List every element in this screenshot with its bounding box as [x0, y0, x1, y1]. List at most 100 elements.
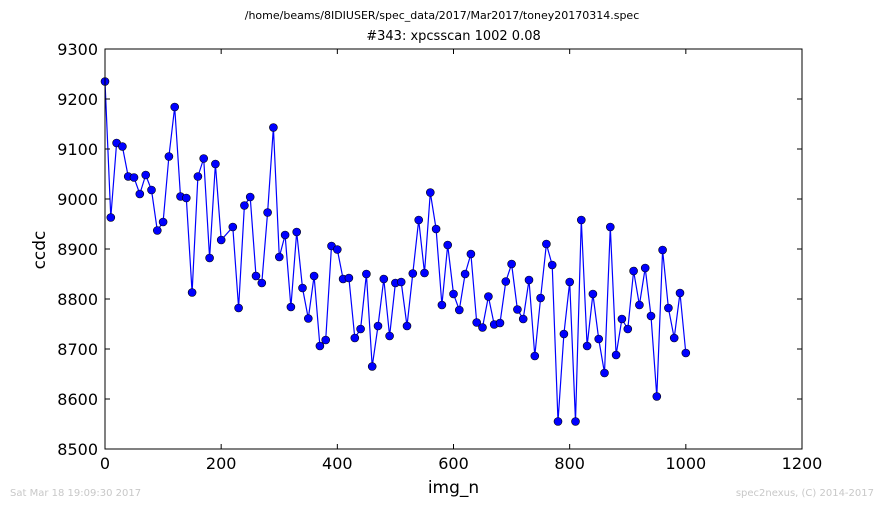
data-point	[211, 159, 220, 169]
data-point	[135, 189, 145, 199]
data-point	[182, 193, 191, 203]
data-point	[257, 278, 267, 288]
data-point	[396, 277, 406, 287]
data-point	[158, 217, 168, 227]
data-point	[263, 208, 272, 217]
data-point	[524, 275, 534, 285]
data-point	[187, 288, 197, 297]
y-tick-label: 9100	[57, 140, 98, 159]
data-point	[408, 269, 418, 278]
data-point	[385, 331, 394, 341]
data-point	[437, 300, 447, 310]
data-point	[571, 417, 580, 426]
data-point	[425, 188, 435, 197]
data-point	[495, 318, 505, 328]
data-point	[350, 333, 360, 343]
data-point	[402, 321, 412, 331]
data-point	[141, 170, 150, 180]
data-point	[576, 215, 586, 225]
data-point	[646, 311, 656, 321]
footer-credit: spec2nexus, (C) 2014-2017	[735, 488, 874, 499]
data-point	[147, 185, 156, 195]
data-point	[245, 192, 255, 202]
data-point	[501, 277, 511, 286]
data-point	[431, 224, 441, 234]
data-point	[379, 274, 389, 284]
data-point	[362, 269, 371, 279]
data-point	[658, 245, 667, 255]
y-tick-label: 9200	[57, 90, 98, 109]
data-point	[542, 239, 551, 249]
data-point	[629, 266, 638, 276]
data-point	[315, 341, 325, 351]
y-tick-label: 8800	[57, 290, 98, 309]
data-point	[367, 362, 377, 371]
data-point	[449, 289, 458, 299]
series-line	[104, 81, 687, 422]
data-point	[292, 227, 302, 237]
data-point	[472, 318, 482, 327]
data-point	[303, 314, 313, 323]
data-point	[344, 273, 354, 283]
data-point	[559, 329, 569, 339]
data-point	[373, 321, 383, 331]
data-point	[251, 271, 261, 281]
data-point	[588, 289, 598, 299]
data-point	[240, 201, 249, 210]
data-series	[100, 77, 691, 426]
data-point	[611, 350, 621, 360]
data-point	[228, 222, 238, 232]
data-point	[553, 417, 563, 426]
data-point	[309, 271, 319, 281]
y-tick-label: 8500	[57, 440, 98, 459]
data-point	[547, 260, 557, 270]
y-tick-label: 8600	[57, 390, 98, 409]
data-point	[298, 283, 307, 293]
data-point	[280, 230, 290, 240]
y-tick-label: 9000	[57, 190, 98, 209]
data-point	[164, 152, 174, 161]
data-point	[332, 245, 342, 254]
data-point	[199, 154, 208, 163]
data-point	[269, 123, 278, 132]
data-point	[170, 102, 179, 112]
data-point	[681, 348, 691, 358]
footer-timestamp: Sat Mar 18 19:09:30 2017	[10, 488, 142, 499]
y-tick-label: 8900	[57, 240, 98, 259]
data-point	[106, 213, 116, 222]
data-point	[536, 293, 545, 303]
x-tick-label: 1200	[782, 454, 823, 473]
tick-labels: 0 200 400 600 800 1000 1200 8500 8600 8700 8800 890…	[57, 40, 822, 473]
data-point	[274, 252, 284, 262]
x-tick-label: 400	[322, 454, 353, 473]
data-point	[530, 351, 540, 361]
data-point	[600, 368, 609, 378]
data-point	[153, 226, 162, 235]
y-tick-label: 9300	[57, 40, 98, 59]
x-tick-label: 0	[100, 454, 110, 473]
data-point	[565, 277, 575, 287]
data-point	[286, 302, 296, 312]
data-point	[460, 269, 470, 279]
data-point	[484, 292, 493, 301]
y-tick-label: 8700	[57, 340, 98, 359]
data-point	[443, 240, 453, 250]
data-point	[617, 314, 627, 324]
data-point	[675, 288, 685, 298]
data-point	[205, 253, 214, 263]
data-point	[420, 268, 429, 278]
x-tick-label: 1000	[665, 454, 706, 473]
data-point	[356, 324, 365, 334]
data-point	[605, 222, 615, 232]
data-point	[652, 392, 662, 401]
data-point	[129, 173, 139, 182]
data-point	[466, 249, 476, 259]
x-tick-label: 200	[206, 454, 237, 473]
x-tick-label: 800	[554, 454, 585, 473]
file-path-header: /home/beams/8IDIUSER/spec_data/2017/Mar2…	[244, 9, 640, 22]
data-point	[454, 305, 464, 315]
data-point	[513, 305, 522, 314]
data-point	[635, 300, 644, 310]
data-point	[669, 333, 679, 343]
